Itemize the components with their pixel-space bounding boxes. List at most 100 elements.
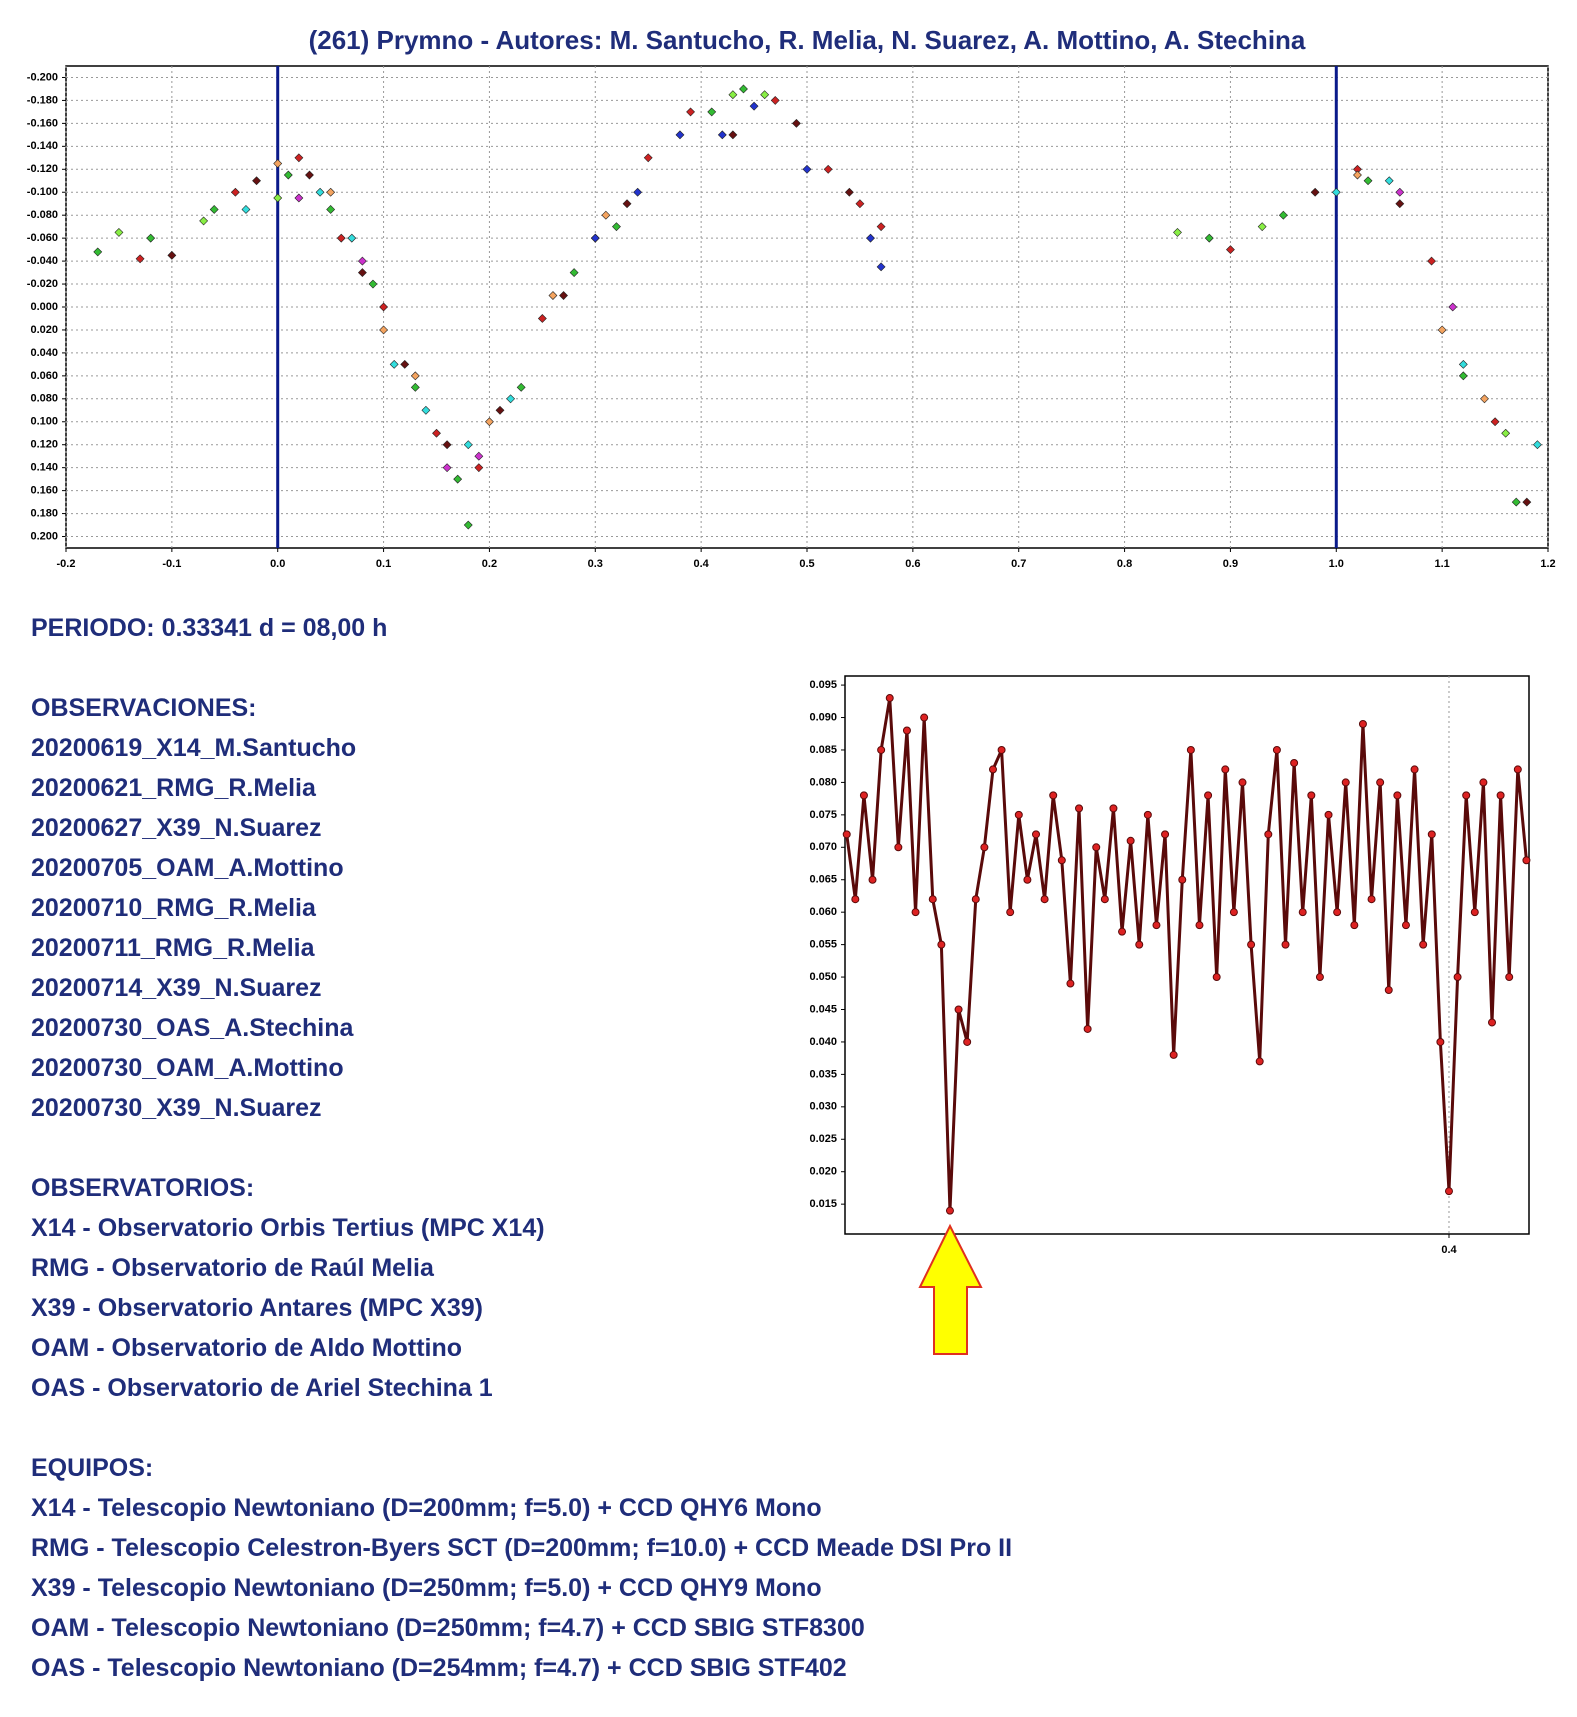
point <box>432 428 441 438</box>
point <box>1014 810 1023 819</box>
point <box>963 1037 972 1046</box>
point <box>868 875 877 884</box>
point <box>717 130 727 140</box>
point <box>1195 921 1204 930</box>
y-tick-label: 0.020 <box>30 324 58 336</box>
y-tick-label: -0.180 <box>27 94 58 106</box>
x-tick-label: 0.4 <box>1441 1244 1457 1256</box>
section-heading: OBSERVACIONES: <box>31 694 257 722</box>
point <box>1226 245 1235 255</box>
point <box>1290 758 1299 767</box>
x-tick-label: -0.1 <box>162 558 181 570</box>
point <box>622 199 632 209</box>
point <box>1100 895 1109 904</box>
y-tick-label: 0.080 <box>809 776 837 788</box>
point <box>273 193 283 203</box>
point <box>1532 440 1542 450</box>
point <box>357 268 367 277</box>
point <box>1264 830 1273 839</box>
x-tick-label: 0.0 <box>270 558 285 570</box>
point <box>1126 836 1135 845</box>
series-line <box>845 696 1528 1213</box>
section-item: X39 - Observatorio Antares (MPC X39) <box>31 1294 483 1322</box>
point <box>294 153 304 163</box>
point <box>855 199 865 209</box>
point <box>842 830 851 839</box>
point <box>1186 745 1195 754</box>
point <box>294 193 304 203</box>
point <box>326 187 336 197</box>
point <box>453 474 463 484</box>
section-item: 20200714_X39_N.Suarez <box>31 974 322 1002</box>
point <box>1436 1037 1445 1046</box>
point <box>1006 908 1015 917</box>
point <box>347 233 357 243</box>
point <box>548 291 558 300</box>
y-tick-label: 0.120 <box>30 439 58 451</box>
point <box>1427 256 1436 266</box>
point <box>633 187 643 197</box>
point <box>997 745 1006 754</box>
notes: PERIODO: 0.33341 d = 08,00 h OBSERVACIONE… <box>31 608 1012 1688</box>
y-tick-label: 0.040 <box>30 347 58 359</box>
section-item: X14 - Observatorio Orbis Tertius (MPC X1… <box>31 1214 545 1242</box>
point <box>442 440 452 450</box>
section-heading: OBSERVATORIOS: <box>31 1174 255 1202</box>
point <box>421 405 431 415</box>
point <box>1480 394 1489 404</box>
point <box>739 84 748 94</box>
point <box>1384 176 1394 186</box>
section-item: OAM - Observatorio de Aldo Mottino <box>31 1334 463 1362</box>
point <box>569 268 579 277</box>
point <box>1470 908 1479 917</box>
point <box>357 256 367 266</box>
y-tick-label: 0.080 <box>30 393 58 405</box>
point <box>1490 417 1500 427</box>
point <box>463 440 473 450</box>
x-tick-label: 1.1 <box>1434 558 1449 570</box>
point <box>1310 187 1320 197</box>
point <box>368 279 378 289</box>
point <box>1501 428 1511 438</box>
point <box>1083 1024 1092 1033</box>
point <box>1331 187 1341 197</box>
point <box>937 940 946 949</box>
point <box>167 250 177 260</box>
x-tick-label: 1.2 <box>1540 558 1555 570</box>
point <box>146 233 156 243</box>
point <box>1307 791 1316 800</box>
point <box>675 130 685 140</box>
section-item: 20200730_OAM_A.Mottino <box>31 1054 344 1082</box>
section-item: 20200705_OAM_A.Mottino <box>31 854 344 882</box>
point <box>1173 227 1182 237</box>
point <box>1384 986 1393 995</box>
point <box>877 745 886 754</box>
point <box>305 170 314 180</box>
point <box>326 205 336 214</box>
y-tick-label: 0.020 <box>809 1166 837 1178</box>
point <box>389 359 399 369</box>
point <box>876 222 886 232</box>
chart-title: (261) Prymno - Autores: M. Santucho, R. … <box>309 25 1306 55</box>
point <box>1298 908 1307 917</box>
point <box>252 176 261 186</box>
point <box>802 164 812 174</box>
x-tick-label: 0.2 <box>482 558 497 570</box>
y-tick-label: -0.080 <box>27 209 58 221</box>
point <box>1458 359 1468 369</box>
point <box>1229 908 1238 917</box>
point <box>315 187 325 197</box>
point <box>1057 856 1066 865</box>
y-tick-label: 0.070 <box>809 841 837 853</box>
point <box>135 254 145 264</box>
point <box>844 187 854 197</box>
section-item: OAS - Telescopio Newtoniano (D=254mm; f=… <box>31 1654 847 1682</box>
x-tick-label: 0.7 <box>1011 558 1026 570</box>
point <box>1272 745 1281 754</box>
point <box>911 908 920 917</box>
point <box>728 130 738 140</box>
point <box>601 210 611 220</box>
y-tick-label: 0.065 <box>809 874 837 886</box>
point <box>1315 973 1324 982</box>
